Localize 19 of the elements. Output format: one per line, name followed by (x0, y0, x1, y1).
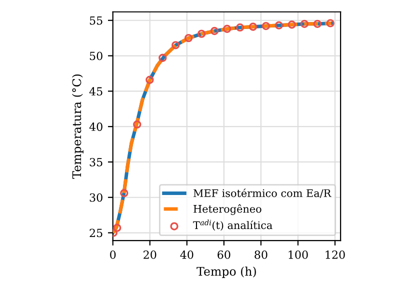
y-tick-label: 40 (89, 122, 102, 131)
x-axis-title: Tempo (h) (196, 266, 256, 278)
x-tick-label: 60 (218, 250, 230, 259)
y-axis-title: Temperatura (°C) (72, 74, 84, 179)
y-tick-label: 50 (90, 52, 102, 60)
y-tick-label: 25 (90, 228, 102, 238)
x-tick-label: 100 (288, 250, 308, 259)
x-tick-label: 40 (180, 250, 194, 259)
y-tick-label: 30 (90, 193, 102, 202)
y-tick-label: 45 (89, 87, 102, 96)
y-tick-label: 35 (90, 158, 102, 166)
legend-label: T$^{adi}$(t) analítica (193, 220, 272, 231)
x-tick-label: 0 (110, 250, 116, 259)
x-tick-label: 120 (326, 250, 345, 259)
legend-label: MEF isotérmico com Ea/R (194, 188, 332, 198)
y-tick-label: 55 (90, 16, 102, 25)
legend-label: Heterogêneo (194, 204, 262, 215)
x-tick-label: 80 (254, 250, 268, 259)
x-tick-label: 20 (144, 250, 156, 259)
